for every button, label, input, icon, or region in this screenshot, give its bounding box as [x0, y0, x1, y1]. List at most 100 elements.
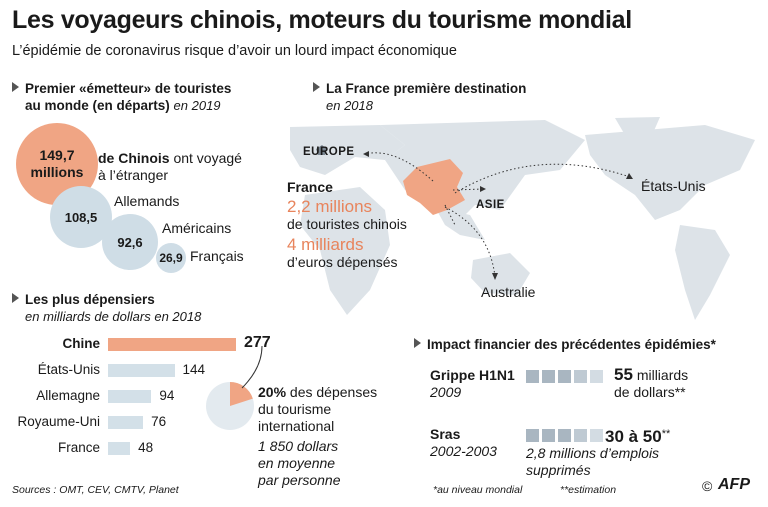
- bar-4: [108, 442, 131, 455]
- bar-value-2: 94: [159, 388, 175, 403]
- map-south-america: [675, 225, 730, 320]
- emitters-heading-line2: au monde (en départs): [25, 98, 170, 113]
- emitters-year: en 2019: [173, 98, 221, 113]
- copyright-symbol: ©: [702, 478, 713, 494]
- map-label-europe: Europe: [303, 146, 355, 158]
- france-dest-label: France: [287, 179, 333, 195]
- impact-heading: Impact financier des précédentes épidémi…: [414, 336, 716, 353]
- sras-jobs1: 2,8 millions d’emplois: [526, 445, 660, 461]
- arrow-to-europe: [364, 152, 434, 182]
- afp-logo: AFP: [718, 476, 750, 493]
- map-africa: [300, 187, 390, 315]
- bubble-france-value: 26,9: [159, 251, 183, 265]
- china-label-rest: ont voyagé: [173, 150, 242, 166]
- arrowhead-europe: [363, 151, 369, 157]
- grippe-square-2: [558, 370, 571, 383]
- bar-label-3: Royaume-Uni: [17, 414, 100, 429]
- world-map: [290, 117, 755, 320]
- sras-square-1: [542, 429, 555, 442]
- map-label-australia: Australie: [481, 284, 536, 300]
- page-title: Les voyageurs chinois, moteurs du touris…: [12, 6, 632, 34]
- map-australia: [471, 253, 530, 295]
- bar-label-0: Chine: [62, 336, 100, 351]
- emitters-heading: Premier «émetteur» de touristes au monde…: [12, 80, 231, 114]
- map-label-usa: États-Unis: [641, 178, 706, 194]
- bar-value-1: 144: [182, 362, 206, 377]
- china-label-bold: de Chinois: [98, 150, 170, 166]
- share-line3: international: [258, 418, 335, 434]
- usa-label: Américains: [162, 220, 232, 236]
- sources: Sources : OMT, CEV, CMTV, Planet: [12, 484, 179, 496]
- bar-label-1: États-Unis: [37, 362, 100, 377]
- bar-3: [108, 416, 144, 429]
- bubble-france: 26,9: [156, 243, 186, 273]
- china-label: de Chinois ont voyagé à l’étranger: [98, 150, 242, 184]
- arrow-to-usa: [454, 163, 631, 194]
- map-europe: [290, 125, 405, 175]
- sras-square-0: [526, 429, 539, 442]
- france-stats: France 2,2 millions de touristes chinois…: [287, 179, 407, 271]
- bar-value-0: 277: [244, 334, 271, 351]
- bubble-china-unit: millions: [30, 164, 84, 180]
- france-dest-heading-text: La France première destination: [326, 81, 527, 96]
- grippe-square-0: [526, 370, 539, 383]
- bubble-germany-value: 108,5: [64, 209, 98, 225]
- bubble-china: 149,7 millions: [16, 123, 98, 205]
- page-subtitle: L’épidémie de coronavirus risque d’avoir…: [12, 43, 457, 59]
- triangle-icon: [12, 82, 19, 92]
- bar-2: [108, 390, 152, 403]
- france-dest-year: en 2018: [326, 98, 373, 113]
- share-text: 20% des dépenses du tourisme internation…: [258, 384, 377, 435]
- sras-name: Sras: [430, 426, 461, 442]
- bubble-china-value: 149,7: [39, 147, 75, 163]
- bar-label-4: France: [57, 440, 100, 455]
- sras-value: 30 à 50: [605, 427, 662, 446]
- footnote-1: *au niveau mondial: [433, 484, 523, 496]
- share-pie: [206, 382, 254, 430]
- sras-square-2: [558, 429, 571, 442]
- bar-label-2: Allemagne: [36, 388, 100, 403]
- grippe-name-block: Grippe H1N1 2009: [430, 367, 515, 401]
- grippe-unit: milliards: [636, 367, 689, 383]
- bar-value-3: 76: [151, 414, 167, 429]
- tourists-label: de touristes chinois: [287, 216, 407, 232]
- grippe-name: Grippe H1N1: [430, 367, 515, 383]
- grippe-square-1: [542, 370, 555, 383]
- avg-line3: par personne: [258, 472, 341, 488]
- spenders-heading-text: Les plus dépensiers: [25, 292, 155, 307]
- grippe-squares: [526, 370, 606, 388]
- pie-slice-china: [230, 382, 253, 406]
- triangle-icon: [12, 293, 19, 303]
- map-china: [403, 159, 465, 215]
- germany-label: Allemands: [114, 193, 180, 209]
- grippe-unit2: de dollars**: [614, 384, 686, 400]
- triangle-icon: [414, 338, 421, 348]
- sras-square-4: [590, 429, 603, 442]
- map-north-america: [585, 125, 755, 220]
- bubble-usa: 92,6: [102, 214, 158, 270]
- arrow-to-asia: [452, 188, 484, 191]
- impact-heading-text: Impact financier des précédentes épidémi…: [427, 337, 716, 352]
- spend-value: 4 milliards: [287, 235, 364, 254]
- sras-square-3: [574, 429, 587, 442]
- map-southeast-asia: [435, 207, 485, 240]
- map-label-asie: Asie: [476, 199, 505, 211]
- share-line2: du tourisme: [258, 401, 332, 417]
- bar-0: [108, 338, 236, 351]
- sras-jobs2: supprimés: [526, 462, 591, 478]
- sras-value-block: 30 à 50**: [605, 426, 670, 446]
- sras-years: 2002-2003: [430, 443, 497, 459]
- emitters-heading-line1: Premier «émetteur» de touristes: [25, 81, 232, 96]
- footnote-2: **estimation: [560, 484, 617, 496]
- avg-text: 1 850 dollars en moyenne par personne: [258, 438, 341, 489]
- bar-value-4: 48: [138, 440, 154, 455]
- sras-squares: [526, 429, 606, 447]
- grippe-square-4: [590, 370, 603, 383]
- sras-jobs: 2,8 millions d’emplois supprimés: [526, 445, 659, 479]
- map-greenland: [615, 117, 660, 135]
- spenders-sub: en milliards de dollars en 2018: [25, 309, 202, 324]
- arrowhead-usa: [626, 173, 633, 179]
- sras-stars: **: [661, 428, 671, 440]
- arrowhead-australia: [492, 273, 498, 280]
- bar-1: [108, 364, 175, 377]
